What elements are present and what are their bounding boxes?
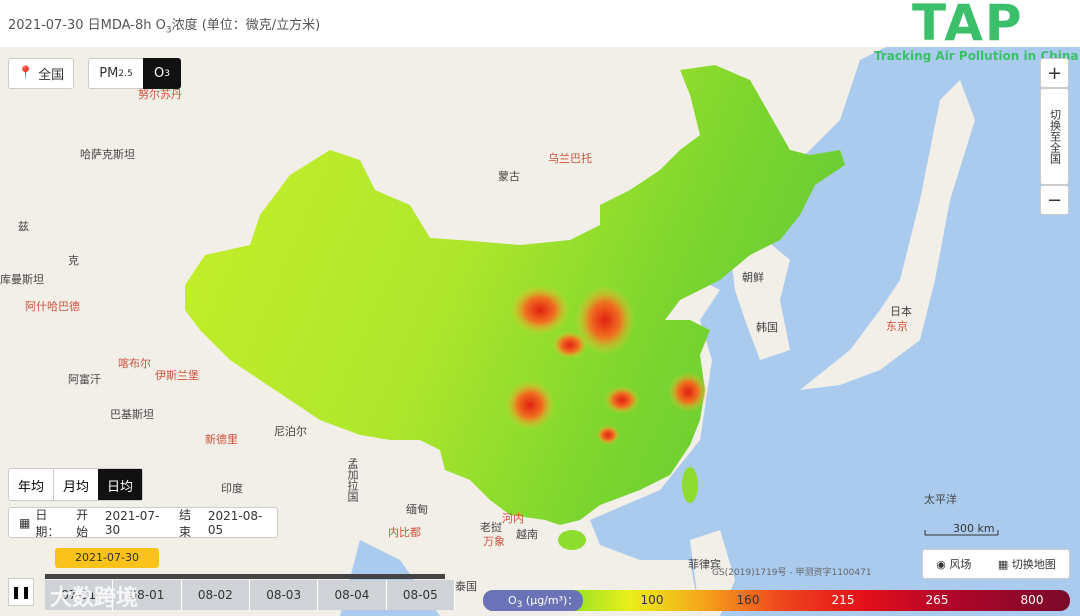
country-label: 朝鲜: [742, 271, 764, 284]
capital-label: 新德里: [205, 433, 238, 446]
legend-tick: 265: [925, 593, 949, 607]
tab[interactable]: 月均: [63, 480, 90, 495]
hotspot: [575, 285, 635, 355]
country-label: 兹: [18, 220, 29, 233]
japan: [800, 80, 975, 390]
timeline-tick: 08-03: [250, 580, 319, 610]
country-label: 日本: [890, 305, 912, 318]
date-range[interactable]: ▦ 日期： 开始 2021-07-30 结束 2021-08-05: [8, 507, 278, 539]
legend-bar: [483, 590, 1070, 611]
pollutant-text: O: [154, 66, 165, 81]
title-text: 浓度 (单位：微克/立方米): [171, 18, 321, 33]
title-sub: 3: [165, 25, 172, 36]
capital-label: 河内: [502, 512, 524, 525]
country-label: 韩国: [756, 321, 778, 334]
capital-label: 万象: [483, 535, 505, 548]
copyright: GS(2019)1719号 - 甲测资字1100471: [712, 568, 872, 578]
capital-label: 喀布尔: [118, 357, 151, 370]
country-label: 印度: [221, 482, 243, 495]
timeline-tick: 08-01: [113, 580, 182, 610]
capital-label: 东京: [886, 320, 908, 333]
wind-text: 风场: [949, 558, 972, 571]
country-label: 巴基斯坦: [110, 408, 154, 421]
legend-title-text: O: [508, 594, 517, 607]
pollutant-sub: 3: [164, 68, 170, 79]
wind-button[interactable]: ◉ 风场: [936, 558, 972, 571]
country-label: 孟加拉国: [346, 458, 359, 502]
hainan: [558, 530, 586, 550]
country-label: 阿富汗: [68, 373, 101, 386]
timeline-track: [45, 574, 445, 579]
title-text: 2021-07-30 日MDA-8h O: [8, 18, 166, 33]
legend-tick: 160: [736, 593, 760, 607]
country-label: 克: [68, 254, 79, 267]
legend-tick: 800: [1020, 593, 1044, 607]
period-tabs: 年均 月均 日均: [8, 468, 144, 501]
hotspot: [505, 380, 555, 430]
date-label: 日期：: [35, 507, 60, 539]
capital-label: 努尔苏丹: [138, 88, 182, 101]
korea: [730, 235, 790, 360]
capital-label: 内比都: [388, 526, 421, 539]
date-value: 2021-08-05: [207, 508, 263, 537]
play-button[interactable]: ❚❚: [8, 578, 34, 606]
tab-active[interactable]: 日均: [98, 469, 143, 500]
legend-tick: 215: [831, 593, 855, 607]
country-label: 泰国: [455, 580, 477, 593]
date-label: 结束: [179, 507, 192, 539]
hotspot: [552, 331, 588, 359]
legend-title-bg: [483, 590, 583, 611]
country-label: 菲律宾: [688, 558, 721, 571]
timeline-tick: 07-31: [45, 580, 114, 610]
legend-title: O3 (μg/m³)：: [508, 592, 578, 610]
country-label: 哈萨克斯坦: [80, 148, 135, 161]
date-value: 2021-07-30: [104, 508, 160, 537]
date-label: 开始: [76, 507, 89, 539]
hotspot: [604, 386, 640, 414]
watermark: 大数跨境: [50, 586, 139, 611]
tab[interactable]: 年均: [9, 469, 55, 500]
pm25-button[interactable]: PM 2.5: [88, 58, 144, 89]
zoom-in[interactable]: +: [1040, 58, 1069, 88]
logo-tagline: Tracking Air Pollution in China: [874, 49, 1079, 63]
capital-label: 乌兰巴托: [548, 152, 592, 165]
hotspot: [668, 372, 708, 412]
current-date: 2021-07-30: [55, 548, 159, 568]
pollutant-text: PM: [99, 66, 119, 81]
country-label: 越南: [516, 528, 538, 541]
hotspot: [596, 425, 620, 445]
switch-map-text: 切换地图: [1011, 558, 1056, 571]
timeline-tick: 08-05: [387, 580, 455, 610]
taiwan: [682, 467, 698, 503]
zoom-out[interactable]: −: [1040, 185, 1069, 215]
hotspot: [510, 285, 570, 335]
title: 2021-07-30 日MDA-8h O3浓度 (单位：微克/立方米): [8, 14, 320, 36]
region-button[interactable]: 📍 全国: [8, 58, 74, 89]
country-label: 太平洋: [924, 493, 957, 506]
switch-region[interactable]: 切换至全国: [1040, 88, 1069, 185]
switch-map-button[interactable]: ▦ 切换地图: [997, 558, 1056, 571]
country-label: 尼泊尔: [274, 425, 307, 438]
country-label: 库曼斯坦: [0, 273, 44, 286]
map-tools: ◉ 风场 ▦ 切换地图: [922, 549, 1070, 579]
pollutant-sub: 2.5: [118, 68, 133, 79]
logo-mark: TAP: [912, 0, 1024, 52]
capital-label: 伊斯兰堡: [155, 369, 199, 382]
country-label: 老挝: [480, 521, 502, 534]
timeline-ticks: 07-31 08-01 08-02 08-03 08-04 08-05: [45, 580, 455, 610]
region-text: 全国: [38, 68, 65, 83]
header-bar: [0, 0, 1080, 47]
legend-title-sub: 3: [516, 600, 523, 611]
scale-text: 300 km: [953, 522, 995, 535]
legend-tick: 100: [640, 593, 664, 607]
legend-title-text: (μg/m³)：: [522, 594, 579, 607]
timeline-tick: 08-04: [318, 580, 387, 610]
country-label: 缅甸: [406, 503, 428, 516]
timeline-tick: 08-02: [182, 580, 250, 610]
capital-label: 阿什哈巴德: [25, 300, 80, 313]
country-label: 蒙古: [498, 170, 520, 183]
